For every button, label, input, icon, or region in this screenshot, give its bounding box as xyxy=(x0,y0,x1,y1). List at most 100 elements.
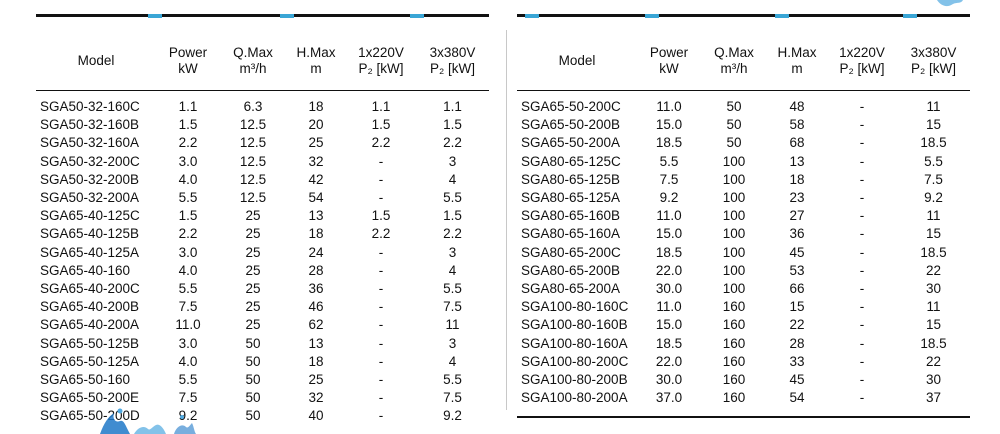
cell-model: SGA65-50-125A xyxy=(40,353,140,369)
cell-p2-1ph: - xyxy=(859,262,865,278)
cell-power: 4.0 xyxy=(178,262,198,278)
cell-p2-3ph: 9.2 xyxy=(924,190,943,206)
cell-model: SGA50-32-160A xyxy=(40,135,140,151)
cell-p2-3ph: 11 xyxy=(445,317,460,333)
water-splash-icon xyxy=(100,408,196,434)
cell-hmax: 18 xyxy=(308,99,324,114)
cell-model: SGA65-40-125B xyxy=(40,226,140,242)
cell-qmax: 25 xyxy=(245,262,261,278)
cell-qmax: 160 xyxy=(722,372,746,388)
cell-hmax: 36 xyxy=(789,226,805,242)
cell-hmax: 32 xyxy=(308,390,324,406)
cell-p2-3ph: 30 xyxy=(925,372,942,388)
cell-p2-1ph: - xyxy=(859,117,865,133)
cell-model: SGA80-65-200A xyxy=(521,281,621,297)
cell-power: 22.0 xyxy=(655,353,683,369)
col-p2-3ph: 3x380V P₂ [kW] xyxy=(416,32,489,91)
cell-hmax: 45 xyxy=(789,372,805,388)
cell-power: 3.0 xyxy=(178,153,198,169)
cell-qmax: 160 xyxy=(722,335,746,351)
cell-power: 5.5 xyxy=(178,281,198,297)
cell-p2-3ph: 4 xyxy=(448,262,457,278)
cell-power: 11.0 xyxy=(175,317,201,333)
col-power: Power kW xyxy=(637,32,701,91)
cell-p2-1ph: - xyxy=(859,171,865,187)
cell-hmax: 58 xyxy=(789,117,805,133)
cell-qmax: 25 xyxy=(245,208,261,224)
cell-model: SGA65-50-200C xyxy=(521,99,621,114)
col-p2-1ph: 1x220V P₂ [kW] xyxy=(827,32,897,91)
cell-qmax: 25 xyxy=(245,244,261,260)
cell-power: 11.0 xyxy=(656,299,682,315)
cell-hmax: 18 xyxy=(789,171,805,187)
cell-p2-1ph: - xyxy=(378,390,384,406)
cell-qmax: 12.5 xyxy=(239,190,267,206)
cell-hmax: 13 xyxy=(308,208,324,224)
cell-p2-3ph: 1.1 xyxy=(443,99,462,114)
cell-model: SGA65-50-200E xyxy=(40,390,140,406)
cell-p2-3ph: 4 xyxy=(448,171,457,187)
cell-model: SGA100-80-160B xyxy=(521,317,628,333)
table-row: SGA65-40-200A 11.0 25 62 - 11 xyxy=(36,316,489,334)
spec-table-right: Model Power kW Q.Max m³/h H.Max m 1x220V P₂ … xyxy=(517,32,970,407)
cell-p2-1ph: - xyxy=(859,372,865,388)
cell-model: SGA65-50-200B xyxy=(521,117,621,133)
cell-hmax: 54 xyxy=(308,190,324,206)
cell-qmax: 50 xyxy=(245,335,261,351)
cell-p2-3ph: 3 xyxy=(448,335,457,351)
cell-hmax: 27 xyxy=(789,208,805,224)
cell-model: SGA50-32-160C xyxy=(40,99,140,114)
column-separator xyxy=(506,30,507,410)
cell-p2-1ph: 1.5 xyxy=(371,208,391,224)
cell-qmax: 50 xyxy=(726,99,742,114)
cell-p2-1ph: - xyxy=(859,208,865,224)
cell-model: SGA80-65-200B xyxy=(521,262,621,278)
cell-power: 11.0 xyxy=(656,99,682,114)
cell-qmax: 160 xyxy=(722,353,746,369)
cell-power: 2.2 xyxy=(178,135,198,151)
cell-p2-1ph: - xyxy=(859,190,865,206)
cell-p2-1ph: - xyxy=(859,335,865,351)
cell-qmax: 25 xyxy=(245,226,261,242)
cell-qmax: 100 xyxy=(722,244,746,260)
cell-hmax: 45 xyxy=(789,244,805,260)
table-row: SGA80-65-125A 9.2 100 23 - 9.2 xyxy=(517,189,970,207)
cell-qmax: 50 xyxy=(726,135,742,151)
col-power: Power kW xyxy=(156,32,220,91)
table-row: SGA65-50-200C 11.0 50 48 - 11 xyxy=(517,91,970,117)
table-row: SGA100-80-160B 15.0 160 22 - 15 xyxy=(517,316,970,334)
cell-hmax: 23 xyxy=(789,190,805,206)
cell-power: 3.0 xyxy=(178,244,198,260)
table-row: SGA65-50-200B 15.0 50 58 - 15 xyxy=(517,116,970,134)
cell-power: 7.5 xyxy=(178,299,198,315)
cell-power: 9.2 xyxy=(178,408,198,424)
cell-p2-3ph: 22 xyxy=(925,262,942,278)
spec-table-left: Model Power kW Q.Max m³/h H.Max m 1x220V P₂ … xyxy=(36,32,489,426)
cell-power: 15.0 xyxy=(655,226,683,242)
cell-p2-1ph: - xyxy=(378,190,384,206)
cell-p2-1ph: - xyxy=(859,226,865,242)
cell-model: SGA50-32-200C xyxy=(40,153,140,169)
cell-model: SGA65-50-125B xyxy=(40,335,140,351)
cell-model: SGA80-65-160A xyxy=(521,226,621,242)
cell-hmax: 32 xyxy=(308,153,324,169)
table-row: SGA50-32-200B 4.0 12.5 42 - 4 xyxy=(36,171,489,189)
table-row: SGA50-32-200A 5.5 12.5 54 - 5.5 xyxy=(36,189,489,207)
cell-p2-3ph: 3 xyxy=(448,244,457,260)
cell-hmax: 33 xyxy=(789,353,805,369)
cell-model: SGA65-40-125A xyxy=(40,244,140,260)
cell-power: 1.5 xyxy=(178,208,198,224)
cell-p2-1ph: - xyxy=(859,153,865,169)
col-model: Model xyxy=(517,32,637,91)
cell-power: 18.5 xyxy=(655,244,683,260)
header-row: Model Power kW Q.Max m³/h H.Max m 1x220V P₂ … xyxy=(36,32,489,91)
table-row: SGA50-32-160A 2.2 12.5 25 2.2 2.2 xyxy=(36,134,489,152)
cell-p2-3ph: 9.2 xyxy=(443,408,462,424)
cell-p2-3ph: 30 xyxy=(925,281,942,297)
cell-p2-3ph: 11 xyxy=(926,299,941,315)
cell-p2-3ph: 18.5 xyxy=(920,244,947,260)
cell-p2-1ph: - xyxy=(378,244,384,260)
cell-p2-3ph: 18.5 xyxy=(920,135,947,151)
cell-qmax: 50 xyxy=(245,390,261,406)
cell-p2-1ph: - xyxy=(378,372,384,388)
